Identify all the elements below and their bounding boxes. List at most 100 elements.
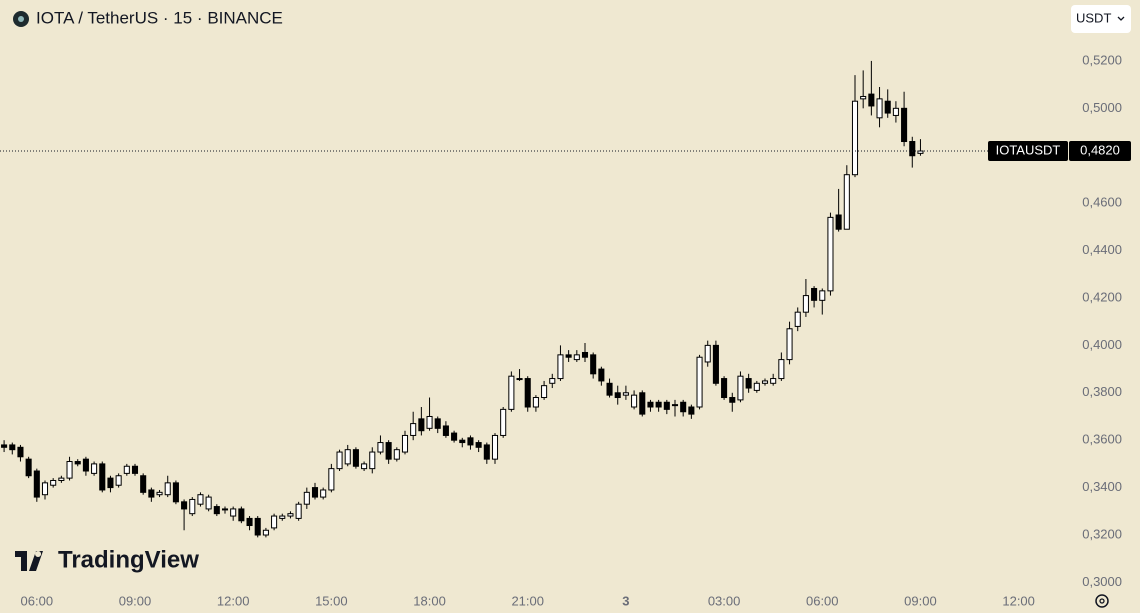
candle-body: [622, 392, 629, 396]
candle-body: [909, 141, 916, 157]
candle-body: [254, 517, 261, 536]
candle-body: [868, 93, 875, 107]
y-tick-label: 0,5000: [1082, 100, 1122, 115]
watermark: TradingView: [58, 546, 199, 573]
candle-body: [917, 150, 924, 154]
candle-body: [115, 475, 122, 486]
candle-body: [410, 423, 417, 436]
candle-body: [565, 354, 572, 358]
candle-body: [311, 487, 319, 498]
candle-body: [745, 378, 752, 389]
candle-body: [590, 354, 597, 375]
x-tick-label: 15:00: [315, 593, 348, 608]
candle-body: [557, 354, 564, 380]
candle-body: [721, 378, 728, 399]
last-price-symbol: IOTAUSDT: [996, 142, 1061, 157]
y-tick-label: 0,3400: [1082, 479, 1122, 494]
candle-body: [328, 468, 335, 491]
candle-body: [737, 375, 744, 401]
candle-body: [541, 385, 548, 399]
candle-body: [483, 444, 490, 460]
candle-body: [581, 351, 589, 358]
candle-body: [303, 491, 310, 505]
x-tick-label: 21:00: [511, 593, 544, 608]
candle-body: [442, 425, 449, 436]
x-tick-label: 09:00: [119, 593, 152, 608]
plot-area: [1, 60, 924, 538]
candle-body: [393, 449, 400, 460]
candle-body: [614, 392, 621, 399]
candle-body: [181, 501, 188, 510]
candle-body: [246, 517, 253, 527]
dropdown-arrow: [1117, 16, 1125, 21]
candle-body: [361, 463, 368, 470]
candle-body: [279, 515, 286, 519]
x-tick-label: 18:00: [413, 593, 446, 608]
candle-body: [295, 503, 302, 519]
y-tick-label: 0,4000: [1082, 337, 1122, 352]
candle-body: [9, 444, 16, 451]
candle-body: [549, 378, 556, 384]
candle-body: [688, 406, 695, 415]
y-tick-label: 0,3000: [1082, 574, 1122, 589]
y-tick-label: 0,3600: [1082, 432, 1122, 447]
candle-body: [287, 513, 294, 517]
candle-body: [696, 356, 703, 408]
candle-body: [164, 482, 171, 496]
candle-body: [811, 287, 818, 301]
candle-body: [369, 451, 376, 470]
candle-body: [25, 458, 32, 477]
candle-body: [197, 494, 204, 505]
candle-body: [426, 415, 433, 429]
candle-body: [802, 295, 809, 313]
candle-body: [516, 378, 523, 381]
settings-button[interactable]: [1095, 594, 1109, 608]
last-price-symbol-box: [988, 140, 1068, 161]
x-tick-label: 03:00: [708, 593, 741, 608]
candle-body: [82, 458, 89, 472]
chart-title: IOTA / TetherUS · 15 · BINANCE: [36, 8, 283, 27]
candle-body: [475, 442, 482, 448]
x-tick-label: 06:00: [806, 593, 839, 608]
candle-body: [851, 100, 859, 176]
candle-body: [344, 449, 351, 465]
candle-body: [680, 401, 687, 413]
candle-body: [524, 378, 531, 408]
x-tick-label: 3: [622, 593, 629, 608]
x-tick-label: 12:00: [1002, 593, 1035, 608]
y-tick-label: 0,3800: [1082, 384, 1122, 399]
candle-body: [17, 446, 24, 458]
candle-body: [58, 477, 65, 481]
candle-body: [148, 489, 155, 498]
candle-body: [491, 434, 499, 460]
candle-body: [704, 344, 711, 363]
x-tick-label: 06:00: [21, 593, 54, 608]
candle-body: [123, 465, 130, 474]
candle-body: [827, 216, 834, 292]
candle-body: [271, 515, 278, 529]
candle-body: [663, 401, 670, 410]
candle-body: [156, 491, 163, 496]
candle-body: [140, 475, 147, 493]
currency-button[interactable]: [1071, 5, 1131, 33]
candle-body: [778, 359, 785, 380]
last-price-label: 0,4820: [1080, 142, 1120, 157]
candle-body: [753, 382, 760, 391]
candle-body: [712, 344, 719, 384]
candle-body: [647, 401, 654, 408]
candle-body: [189, 498, 196, 515]
candle-body: [41, 482, 49, 496]
candle-body: [860, 95, 867, 100]
currency-button-label[interactable]: USDT: [1076, 10, 1111, 25]
candle-body: [655, 401, 662, 408]
symbol-icon-dot: [18, 16, 24, 22]
candle-body: [892, 107, 899, 116]
candle-body: [467, 437, 474, 446]
y-tick-label: 0,4400: [1082, 242, 1122, 257]
candle-body: [74, 461, 81, 465]
candle-body: [1, 444, 8, 448]
candle-body: [107, 477, 114, 489]
candle-body: [729, 397, 736, 403]
candle-body: [33, 470, 40, 498]
